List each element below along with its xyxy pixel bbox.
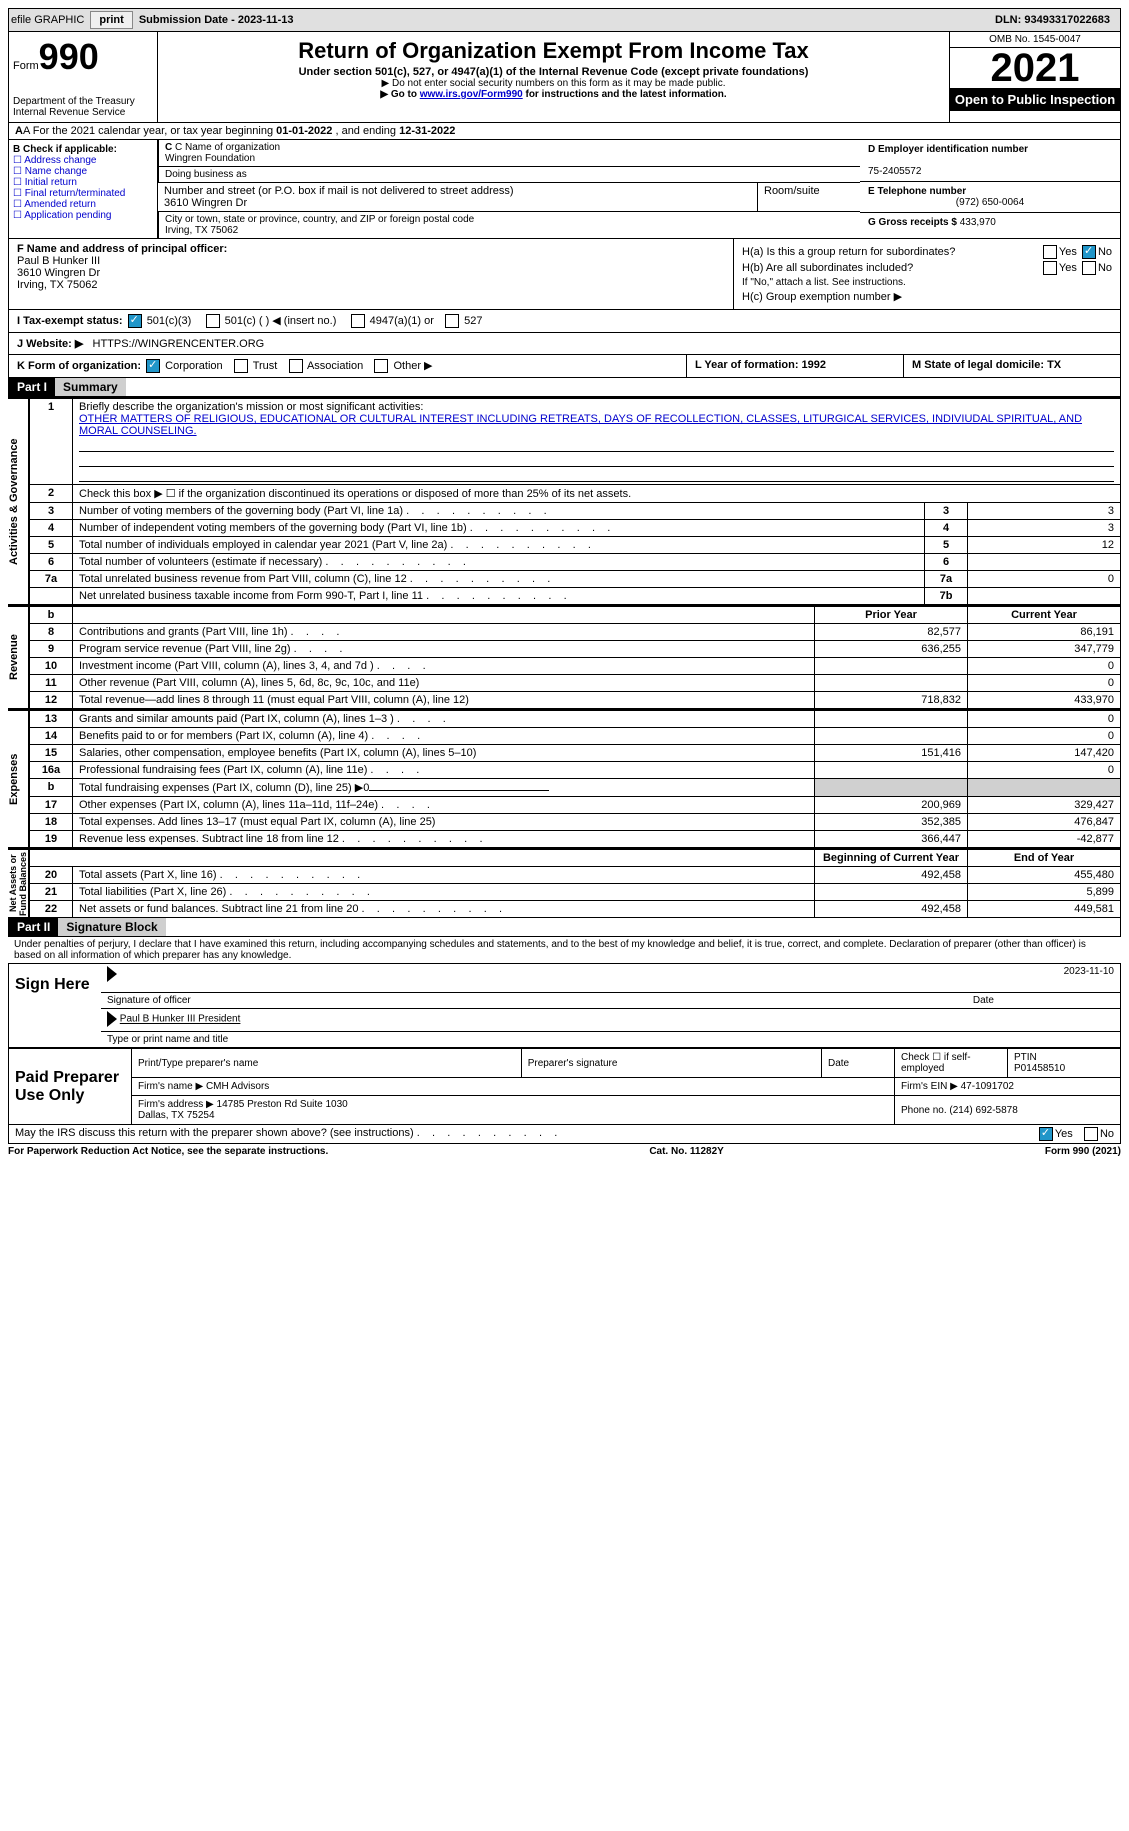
arrow-icon [107,1011,117,1027]
block-bcd: B Check if applicable: ☐ Address change … [8,140,1121,239]
open-inspection: Open to Public Inspection [950,88,1120,111]
website: HTTPS://WINGRENCENTER.ORG [93,338,265,350]
city: Irving, TX 75062 [165,225,854,236]
phone: (972) 650-0064 [868,197,1112,208]
preparer-block: Paid Preparer Use Only Print/Type prepar… [8,1048,1121,1125]
part1-header: Part ISummary [8,378,1121,397]
discuss-no-checkbox[interactable] [1084,1127,1098,1141]
subtitle-1: Under section 501(c), 527, or 4947(a)(1)… [166,66,941,78]
col-f: F Name and address of principal officer:… [9,239,733,309]
row-i: I Tax-exempt status: 501(c)(3) 501(c) ( … [8,310,1121,333]
dln-label: DLN: 93493317022683 [995,14,1118,26]
col-h: H(a) Is this a group return for subordin… [733,239,1120,309]
subtitle-2: ▶ Do not enter social security numbers o… [166,78,941,89]
row-a: AA For the 2021 calendar year, or tax ye… [8,123,1121,140]
net-assets-section: Net Assets or Fund Balances Beginning of… [8,848,1121,918]
form-word: Form [13,60,39,72]
signature-block: Sign Here 2023-11-10 Signature of office… [8,963,1121,1048]
chk-name[interactable]: ☐ Name change [13,166,153,177]
part2-header: Part IISignature Block [8,918,1121,937]
tax-year: 2021 [950,48,1120,88]
col-b: B Check if applicable: ☐ Address change … [9,140,158,238]
submission-date: Submission Date - 2023-11-13 [139,14,294,26]
row-j: J Website: ▶ HTTPS://WINGRENCENTER.ORG [8,333,1121,355]
subtitle-3: ▶ Go to www.irs.gov/Form990 for instruct… [166,89,941,100]
chk-pending[interactable]: ☐ Application pending [13,210,153,221]
form-number: 990 [39,36,99,78]
org-name: Wingren Foundation [165,153,854,164]
discuss-row: May the IRS discuss this return with the… [8,1125,1121,1144]
dept-label: Department of the Treasury Internal Reve… [13,96,153,118]
discuss-yes-checkbox[interactable] [1039,1127,1053,1141]
col-d: D Employer identification number 75-2405… [860,140,1120,238]
form-title: Return of Organization Exempt From Incom… [166,38,941,64]
firm-name: CMH Advisors [206,1081,269,1092]
perjury-declaration: Under penalties of perjury, I declare th… [8,937,1121,963]
form-header: Form 990 Department of the Treasury Inte… [8,32,1121,123]
chk-address[interactable]: ☐ Address change [13,155,153,166]
chk-amended[interactable]: ☐ Amended return [13,199,153,210]
street: 3610 Wingren Dr [164,197,751,209]
revenue-section: Revenue bPrior YearCurrent Year 8Contrib… [8,605,1121,709]
ein: 75-2405572 [868,166,921,177]
activities-governance: Activities & Governance 1 Briefly descri… [8,397,1121,605]
expenses-section: Expenses 13Grants and similar amounts pa… [8,709,1121,848]
col-c: C C Name of organization Wingren Foundat… [158,140,860,238]
bottom-line: For Paperwork Reduction Act Notice, see … [8,1144,1121,1159]
print-button[interactable]: print [90,11,132,29]
irs-link[interactable]: www.irs.gov/Form990 [420,89,523,100]
row-k: K Form of organization: Corporation Trus… [8,355,1121,378]
efile-label: efile GRAPHIC [11,14,84,26]
gross-receipts: 433,970 [960,217,996,228]
chk-initial[interactable]: ☐ Initial return [13,177,153,188]
block-fh: F Name and address of principal officer:… [8,239,1121,310]
arrow-icon [107,966,117,982]
mission-text: OTHER MATTERS OF RELIGIOUS, EDUCATIONAL … [79,413,1082,437]
top-bar: efile GRAPHIC print Submission Date - 20… [8,8,1121,32]
chk-final[interactable]: ☐ Final return/terminated [13,188,153,199]
